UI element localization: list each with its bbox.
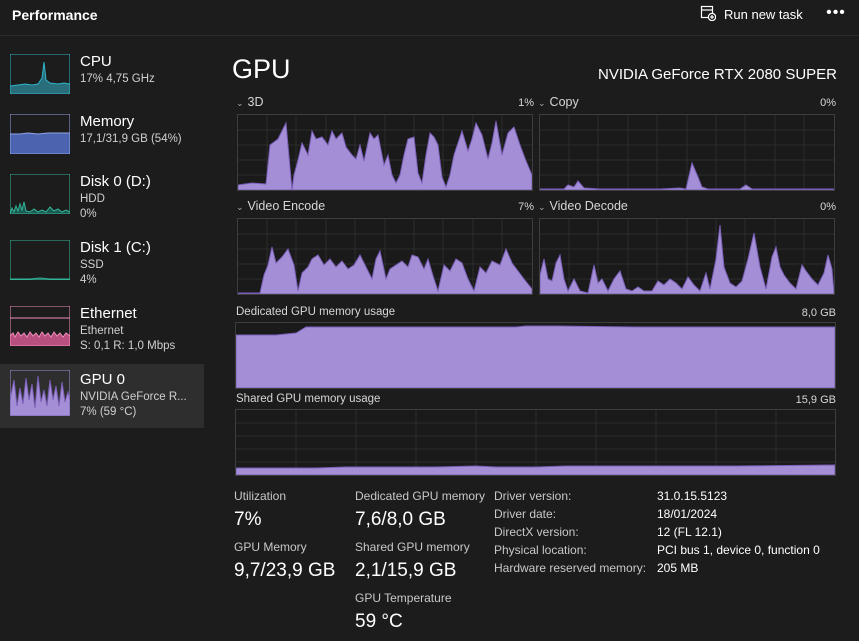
memory-thumbnail-graph	[10, 114, 70, 154]
disk0-thumb-fill	[10, 201, 70, 214]
sidebar-disk1-usage: 4%	[80, 274, 97, 286]
sidebar-disk1-name: Disk 1 (C:)	[80, 239, 151, 256]
driver-date-key: Driver date:	[494, 507, 557, 521]
engine-3d-percent: 1%	[518, 97, 534, 109]
run-new-task-button[interactable]: Run new task	[700, 4, 803, 24]
chevron-down-icon: ⌄	[236, 98, 244, 108]
sidebar-gpu0-usage: 7% (59 °C)	[80, 406, 137, 418]
sidebar-item-cpu[interactable]: CPU 17% 4,75 GHz	[0, 48, 204, 112]
engine-decode-area	[540, 224, 834, 294]
sidebar-disk0-usage: 0%	[80, 208, 97, 220]
dedicated-memory-area	[236, 325, 835, 388]
utilization-value: 7%	[234, 509, 262, 530]
sidebar-item-disk1[interactable]: Disk 1 (C:) SSD 4%	[0, 234, 204, 298]
shared-memory-label: Shared GPU memory usage	[236, 393, 381, 405]
gpu-temperature-value: 59 °C	[355, 611, 403, 632]
shared-memory-graph	[235, 409, 836, 476]
engine-decode-percent: 0%	[820, 201, 836, 213]
sidebar-item-disk0[interactable]: Disk 0 (D:) HDD 0%	[0, 168, 204, 232]
gpu-temperature-label: GPU Temperature	[355, 591, 452, 605]
chevron-down-icon: ⌄	[538, 98, 546, 108]
gpu0-thumb-fill	[10, 375, 70, 416]
physical-location-key: Physical location:	[494, 543, 587, 557]
reserved-memory-value: 205 MB	[657, 561, 699, 575]
engine-copy-percent: 0%	[820, 97, 836, 109]
cpu-thumbnail-graph	[10, 54, 70, 94]
engine-copy-label: Copy	[549, 95, 579, 109]
engine-encode-selector[interactable]: ⌄ Video Encode	[236, 199, 325, 213]
engine-3d-area	[238, 120, 532, 190]
cpu-thumb-fill	[10, 61, 70, 94]
sidebar-cpu-name: CPU	[80, 53, 112, 70]
sidebar-ethernet-speed: S: 0,1 R: 1,0 Mbps	[80, 340, 176, 352]
engine-encode-label: Video Encode	[247, 199, 326, 213]
chevron-down-icon: ⌄	[236, 202, 244, 212]
engine-3d-selector[interactable]: ⌄ 3D	[236, 95, 264, 109]
gpu0-thumbnail-graph	[10, 370, 70, 416]
engine-3d-label: 3D	[247, 95, 264, 109]
directx-version-key: DirectX version:	[494, 525, 579, 539]
engine-decode-label: Video Decode	[549, 199, 628, 213]
engine-3d-graph	[237, 114, 533, 191]
sidebar-ethernet-name: Ethernet	[80, 305, 137, 322]
engine-encode-graph	[237, 218, 533, 295]
driver-date-value: 18/01/2024	[657, 507, 718, 521]
chevron-down-icon: ⌄	[538, 202, 546, 212]
sidebar-disk0-type: HDD	[80, 193, 105, 205]
disk1-thumb-fill	[10, 277, 70, 280]
sidebar-memory-name: Memory	[80, 113, 135, 130]
engine-copy-selector[interactable]: ⌄ Copy	[538, 95, 579, 109]
driver-version-key: Driver version:	[494, 489, 572, 503]
dedicated-gpu-memory-value: 7,6/8,0 GB	[355, 509, 446, 530]
run-new-task-label: Run new task	[724, 6, 803, 22]
reserved-memory-key: Hardware reserved memory:	[494, 561, 647, 575]
dedicated-memory-label: Dedicated GPU memory usage	[236, 306, 396, 318]
memory-thumb-fill	[10, 132, 70, 154]
disk0-thumbnail-graph	[10, 174, 70, 214]
shared-memory-max: 15,9 GB	[795, 394, 836, 406]
more-options-button[interactable]: •••	[826, 4, 846, 21]
sidebar-disk1-type: SSD	[80, 259, 104, 271]
dedicated-gpu-memory-label: Dedicated GPU memory	[355, 489, 486, 503]
physical-location-value: PCI bus 1, device 0, function 0	[657, 543, 820, 557]
sidebar-disk0-name: Disk 0 (D:)	[80, 173, 151, 190]
disk1-thumbnail-graph	[10, 240, 70, 280]
dedicated-memory-max: 8,0 GB	[801, 307, 836, 319]
engine-copy-graph	[539, 114, 835, 191]
gpu-memory-value: 9,7/23,9 GB	[234, 560, 336, 581]
directx-version-value: 12 (FL 12.1)	[657, 525, 722, 539]
sidebar-ethernet-type: Ethernet	[80, 325, 124, 337]
sidebar-item-memory[interactable]: Memory 17,1/31,9 GB (54%)	[0, 108, 204, 172]
sidebar-memory-usage: 17,1/31,9 GB (54%)	[80, 133, 182, 145]
sidebar-cpu-usage: 17% 4,75 GHz	[80, 73, 155, 85]
sidebar-gpu0-model: NVIDIA GeForce R...	[80, 391, 187, 403]
gpu-heading: GPU	[232, 54, 291, 84]
engine-copy-area	[540, 161, 834, 190]
engine-decode-selector[interactable]: ⌄ Video Decode	[538, 199, 628, 213]
shared-memory-area	[236, 464, 835, 475]
top-bar: Performance Run new task •••	[0, 0, 859, 36]
ethernet-thumb-fill	[10, 331, 70, 346]
gpu-model-name: NVIDIA GeForce RTX 2080 SUPER	[598, 66, 837, 83]
utilization-label: Utilization	[234, 489, 287, 503]
ethernet-thumbnail-graph	[10, 306, 70, 346]
sidebar-item-ethernet[interactable]: Ethernet Ethernet S: 0,1 R: 1,0 Mbps	[0, 300, 204, 364]
engine-decode-graph	[539, 218, 835, 295]
dedicated-memory-graph	[235, 322, 836, 389]
driver-version-value: 31.0.15.5123	[657, 489, 728, 503]
engine-encode-area	[238, 246, 532, 294]
engine-encode-percent: 7%	[518, 201, 534, 213]
page-title: Performance	[12, 7, 98, 23]
gpu-memory-label: GPU Memory	[234, 540, 307, 554]
shared-gpu-memory-value: 2,1/15,9 GB	[355, 560, 457, 581]
run-task-icon	[700, 5, 717, 24]
sidebar-item-gpu0[interactable]: GPU 0 NVIDIA GeForce R... 7% (59 °C)	[0, 364, 204, 428]
sidebar-gpu0-name: GPU 0	[80, 371, 126, 388]
shared-gpu-memory-label: Shared GPU memory	[355, 540, 470, 554]
